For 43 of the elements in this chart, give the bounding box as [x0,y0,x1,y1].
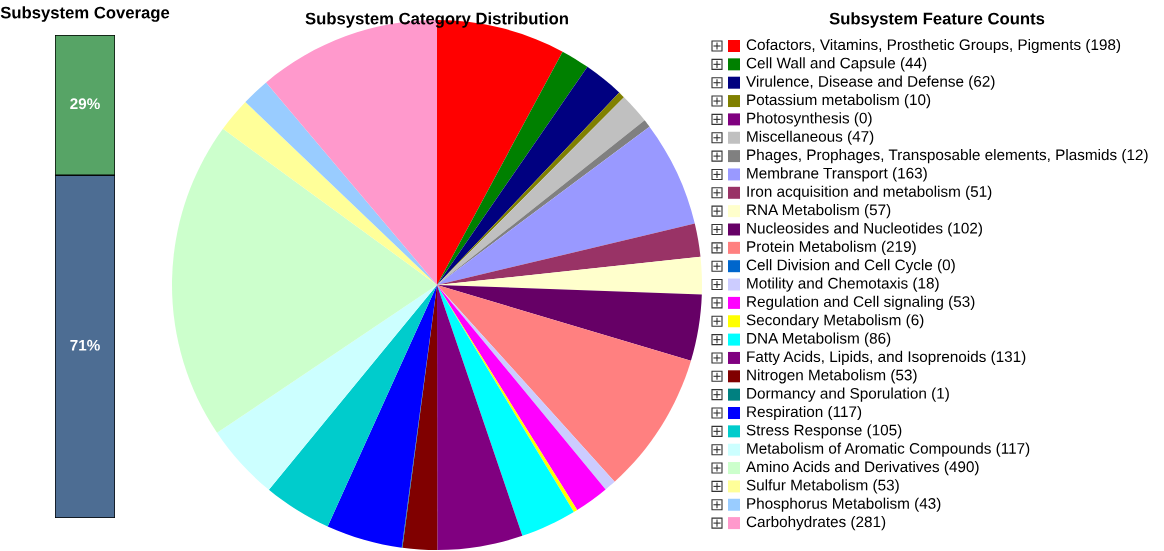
legend-title: Subsystem Feature Counts [829,12,1045,28]
chart-title: Subsystem Category Distribution [305,12,568,28]
legend-label: Metabolism of Aromatic Compounds (117) [747,442,1030,457]
pie-slice [437,51,588,285]
legend-label: Sulfur Metabolism (53) [746,479,899,494]
pie-slice [217,285,437,490]
legend-label: Dormancy and Sporulation (1) [747,387,949,402]
legend-label: Cell Wall and Capsule (44) [746,57,927,72]
data-label: 29% [70,98,100,110]
legend-label: Phosphorus Metabolism (43) [747,497,941,512]
legend-label: Iron acquisition and metabolism (51) [747,185,992,200]
legend-label: Protein Metabolism (219) [747,240,916,255]
legend-label: Regulation and Cell signaling (53) [747,295,975,311]
pie-slice [437,285,702,361]
legend-label: Fatty Acids, Lipids, and Isoprenoids (131) [747,350,1026,366]
legend-label: Miscellaneous (47) [747,130,874,145]
legend-label: Nitrogen Metabolism (53) [747,369,917,384]
legend-label: Virulence, Disease and Defense (62) [746,75,995,90]
legend-label: Membrane Transport (163) [747,167,927,182]
legend-label: Secondary Metabolism (6) [746,314,924,329]
legend-label: Nucleosides and Nucleotides (102) [747,222,982,237]
pie-slice [437,285,691,482]
pie-slice [172,128,437,433]
legend-label: Amino Acids and Derivatives (490) [746,460,979,476]
chart-title: Subsystem Coverage [0,6,170,22]
legend-label: Phages, Prophages, Transposable elements, Plasmids (12) [747,148,1148,164]
pie-slice [437,223,701,285]
legend-label: RNA Metabolism (57) [747,204,891,219]
legend-label: Carbohydrates (281) [746,515,886,531]
legend-label: Cofactors, Vitamins, Prosthetic Groups, Pigments (198) [746,38,1121,54]
legend-label: Cell Division and Cell Cycle (0) [746,259,955,274]
pie-slice [268,285,437,527]
pie-slice [245,82,437,285]
legend-label: Respiration (117) [747,405,862,421]
pie-slice [437,126,695,285]
data-label: 71% [70,339,100,351]
legend-label: DNA Metabolism (86) [747,332,891,347]
legend-label: Potassium metabolism (10) [747,93,931,109]
pie-slice [327,285,437,548]
pie-slice [437,285,523,550]
legend-label: Photosynthesis (0) [747,112,872,127]
legend-label: Motility and Chemotaxis (18) [747,277,939,292]
legend-label: Stress Response (105) [746,424,902,439]
